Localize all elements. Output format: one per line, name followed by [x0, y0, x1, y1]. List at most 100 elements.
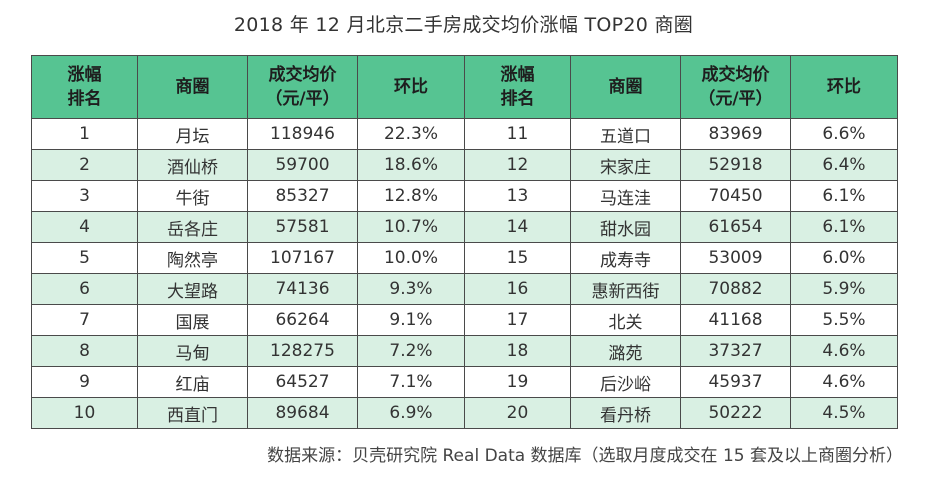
rank-cell: 19: [464, 366, 571, 398]
table-row: 9 红庙 64527 7.1% 19 后沙峪 45937 4.6%: [31, 366, 898, 398]
rank-cell: 13: [464, 180, 571, 212]
price-cell: 64527: [247, 366, 358, 398]
mom-cell: 5.5%: [790, 304, 898, 336]
header-area: 商圈: [137, 55, 248, 119]
area-cell: 牛街: [137, 180, 248, 212]
price-cell: 107167: [247, 242, 358, 274]
rank-cell: 6: [31, 273, 138, 305]
table-row: 4 岳各庄 57581 10.7% 14 甜水园 61654 6.1%: [31, 211, 898, 243]
price-cell: 128275: [247, 335, 358, 367]
area-cell: 马甸: [137, 335, 248, 367]
price-cell: 45937: [680, 366, 791, 398]
mom-cell: 9.1%: [357, 304, 465, 336]
mom-cell: 10.0%: [357, 242, 465, 274]
price-cell: 70882: [680, 273, 791, 305]
table-row: 7 国展 66264 9.1% 17 北关 41168 5.5%: [31, 304, 898, 336]
rank-cell: 3: [31, 180, 138, 212]
area-cell: 北关: [570, 304, 681, 336]
header-price: 成交均价 （元/平）: [247, 55, 358, 119]
area-cell: 酒仙桥: [137, 149, 248, 181]
area-cell: 成寿寺: [570, 242, 681, 274]
mom-cell: 6.6%: [790, 118, 898, 150]
area-cell: 后沙峪: [570, 366, 681, 398]
mom-cell: 6.9%: [357, 397, 465, 429]
header-area: 商圈: [570, 55, 681, 119]
price-cell: 59700: [247, 149, 358, 181]
table-row: 5 陶然亭 107167 10.0% 15 成寿寺 53009 6.0%: [31, 242, 898, 274]
area-cell: 月坛: [137, 118, 248, 150]
rank-cell: 9: [31, 366, 138, 398]
rank-cell: 15: [464, 242, 571, 274]
price-cell: 57581: [247, 211, 358, 243]
rank-cell: 14: [464, 211, 571, 243]
table-row: 6 大望路 74136 9.3% 16 惠新西街 70882 5.9%: [31, 273, 898, 305]
price-cell: 85327: [247, 180, 358, 212]
area-cell: 甜水园: [570, 211, 681, 243]
mom-cell: 7.2%: [357, 335, 465, 367]
price-cell: 53009: [680, 242, 791, 274]
mom-cell: 6.1%: [790, 211, 898, 243]
area-cell: 西直门: [137, 397, 248, 429]
rank-cell: 7: [31, 304, 138, 336]
table-row: 2 酒仙桥 59700 18.6% 12 宋家庄 52918 6.4%: [31, 149, 898, 181]
rank-cell: 4: [31, 211, 138, 243]
price-cell: 37327: [680, 335, 791, 367]
rank-cell: 8: [31, 335, 138, 367]
header-price: 成交均价 （元/平）: [680, 55, 791, 119]
area-cell: 马连洼: [570, 180, 681, 212]
price-cell: 66264: [247, 304, 358, 336]
rank-cell: 16: [464, 273, 571, 305]
rank-cell: 12: [464, 149, 571, 181]
area-cell: 宋家庄: [570, 149, 681, 181]
rank-cell: 17: [464, 304, 571, 336]
header-mom: 环比: [357, 55, 465, 119]
mom-cell: 5.9%: [790, 273, 898, 305]
data-source-note: 数据来源：贝壳研究院 Real Data 数据库（选取月度成交在 15 套及以上…: [267, 446, 903, 466]
area-cell: 惠新西街: [570, 273, 681, 305]
mom-cell: 18.6%: [357, 149, 465, 181]
area-cell: 陶然亭: [137, 242, 248, 274]
header-rank: 涨幅 排名: [31, 55, 138, 119]
mom-cell: 4.6%: [790, 366, 898, 398]
mom-cell: 10.7%: [357, 211, 465, 243]
page-title: 2018 年 12 月北京二手房成交均价涨幅 TOP20 商圈: [233, 14, 694, 36]
rank-cell: 2: [31, 149, 138, 181]
ranking-table: 涨幅 排名 商圈 成交均价 （元/平） 环比 涨幅 排名 商圈 成交均价 （元/平） 环…: [31, 55, 898, 429]
area-cell: 潞苑: [570, 335, 681, 367]
mom-cell: 4.5%: [790, 397, 898, 429]
mom-cell: 4.6%: [790, 335, 898, 367]
price-cell: 52918: [680, 149, 791, 181]
area-cell: 大望路: [137, 273, 248, 305]
rank-cell: 18: [464, 335, 571, 367]
price-cell: 50222: [680, 397, 791, 429]
mom-cell: 6.0%: [790, 242, 898, 274]
mom-cell: 9.3%: [357, 273, 465, 305]
area-cell: 五道口: [570, 118, 681, 150]
rank-cell: 20: [464, 397, 571, 429]
area-cell: 看丹桥: [570, 397, 681, 429]
rank-cell: 10: [31, 397, 138, 429]
mom-cell: 7.1%: [357, 366, 465, 398]
mom-cell: 6.1%: [790, 180, 898, 212]
table-row: 1 月坛 118946 22.3% 11 五道口 83969 6.6%: [31, 118, 898, 150]
mom-cell: 12.8%: [357, 180, 465, 212]
table-row: 10 西直门 89684 6.9% 20 看丹桥 50222 4.5%: [31, 397, 898, 429]
price-cell: 74136: [247, 273, 358, 305]
table-row: 3 牛街 85327 12.8% 13 马连洼 70450 6.1%: [31, 180, 898, 212]
mom-cell: 22.3%: [357, 118, 465, 150]
area-cell: 红庙: [137, 366, 248, 398]
price-cell: 61654: [680, 211, 791, 243]
price-cell: 89684: [247, 397, 358, 429]
price-cell: 41168: [680, 304, 791, 336]
header-rank: 涨幅 排名: [464, 55, 571, 119]
rank-cell: 11: [464, 118, 571, 150]
rank-cell: 5: [31, 242, 138, 274]
rank-cell: 1: [31, 118, 138, 150]
price-cell: 83969: [680, 118, 791, 150]
area-cell: 岳各庄: [137, 211, 248, 243]
price-cell: 118946: [247, 118, 358, 150]
header-mom: 环比: [790, 55, 898, 119]
mom-cell: 6.4%: [790, 149, 898, 181]
area-cell: 国展: [137, 304, 248, 336]
price-cell: 70450: [680, 180, 791, 212]
